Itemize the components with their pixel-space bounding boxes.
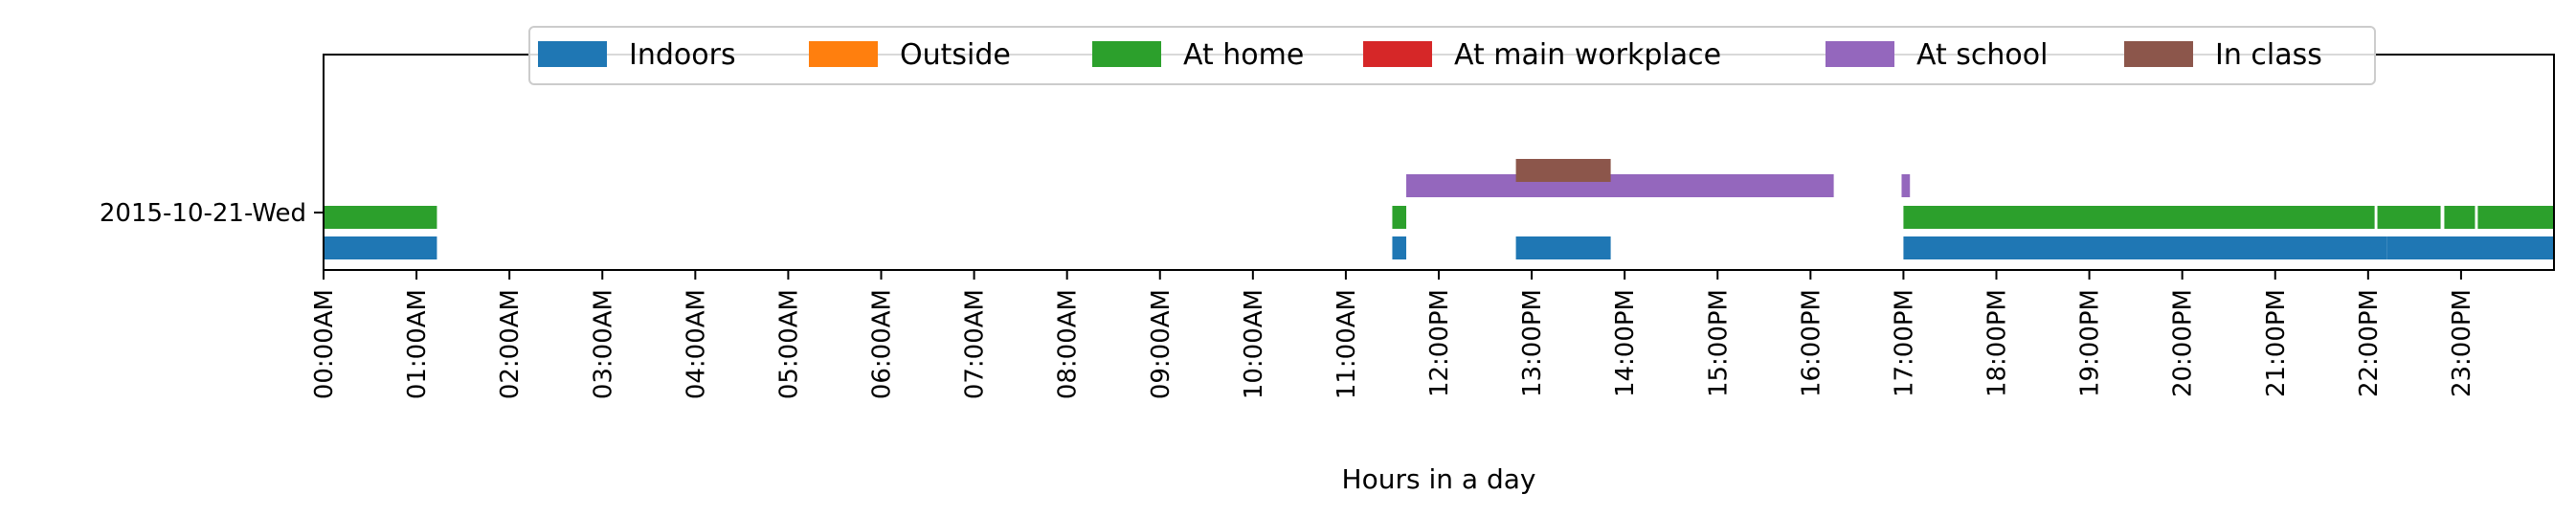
x-tick-label: 13:00PM	[1518, 289, 1547, 397]
x-tick-label: 21:00PM	[2262, 289, 2291, 397]
x-tick-label: 11:00AM	[1333, 289, 1361, 399]
x-tick-label: 09:00AM	[1147, 289, 1176, 399]
legend-swatch-at-home	[1092, 41, 1161, 67]
x-tick-label: 12:00PM	[1425, 289, 1454, 397]
x-tick-label: 08:00AM	[1054, 289, 1083, 399]
x-tick-label: 10:00AM	[1240, 289, 1268, 399]
y-axis-ticks: 2015-10-21-Wed	[100, 199, 324, 228]
x-tick-label: 23:00PM	[2448, 289, 2476, 397]
x-tick-label: 16:00PM	[1797, 289, 1826, 397]
x-axis-ticks: 00:00AM 01:00AM 02:00AM 03:00AM 04:00AM 05:00…	[310, 270, 2476, 399]
x-tick-label: 18:00PM	[1983, 289, 2012, 397]
x-tick-label: 17:00PM	[1890, 289, 1918, 397]
activity-bars	[324, 159, 2554, 259]
x-tick-label: 06:00AM	[868, 289, 897, 399]
x-tick-label: 19:00PM	[2076, 289, 2105, 397]
legend-label-at-home: At home	[1183, 38, 1304, 72]
x-tick-label: 00:00AM	[310, 289, 339, 399]
legend-label-at-main-workplace: At main workplace	[1454, 38, 1721, 72]
legend-swatch-in-class	[2124, 41, 2193, 67]
x-tick-label: 14:00PM	[1611, 289, 1640, 397]
bar-indoors	[2386, 236, 2554, 259]
legend-box	[528, 26, 2376, 85]
y-tick-label: 2015-10-21-Wed	[100, 199, 306, 228]
bar-at-home	[1903, 206, 2375, 229]
x-axis-label: Hours in a day	[1342, 463, 1536, 495]
x-tick-label: 04:00AM	[682, 289, 710, 399]
legend-label-in-class: In class	[2215, 38, 2322, 72]
x-tick-label: 07:00AM	[961, 289, 990, 399]
bar-at-home	[2377, 206, 2441, 229]
legend: Indoors Outside At home At main workplace At…	[528, 26, 2376, 85]
bar-at-home	[324, 206, 437, 229]
bar-in-class	[1515, 159, 1611, 182]
x-tick-label: 03:00AM	[589, 289, 617, 399]
legend-swatch-indoors	[538, 41, 607, 67]
x-tick-label: 22:00PM	[2355, 289, 2384, 397]
legend-label-indoors: Indoors	[629, 38, 736, 72]
legend-swatch-at-main-workplace	[1363, 41, 1432, 67]
legend-label-at-school: At school	[1916, 38, 2048, 72]
x-tick-label: 02:00AM	[496, 289, 525, 399]
bar-at-home	[2477, 206, 2554, 229]
bar-indoors	[1515, 236, 1611, 259]
x-tick-label: 20:00PM	[2169, 289, 2198, 397]
bar-at-home	[2444, 206, 2475, 229]
legend-label-outside: Outside	[900, 38, 1011, 72]
bar-indoors	[1903, 236, 2387, 259]
bar-indoors	[324, 236, 437, 259]
x-tick-label: 05:00AM	[774, 289, 803, 399]
bar-indoors	[1392, 236, 1407, 259]
bar-at-school	[1901, 174, 1911, 197]
bar-at-school	[1406, 174, 1834, 197]
x-tick-label: 15:00PM	[1704, 289, 1733, 397]
bar-at-home	[1392, 206, 1407, 229]
legend-swatch-at-school	[1826, 41, 1894, 67]
x-tick-label: 01:00AM	[403, 289, 432, 399]
legend-swatch-outside	[809, 41, 878, 67]
